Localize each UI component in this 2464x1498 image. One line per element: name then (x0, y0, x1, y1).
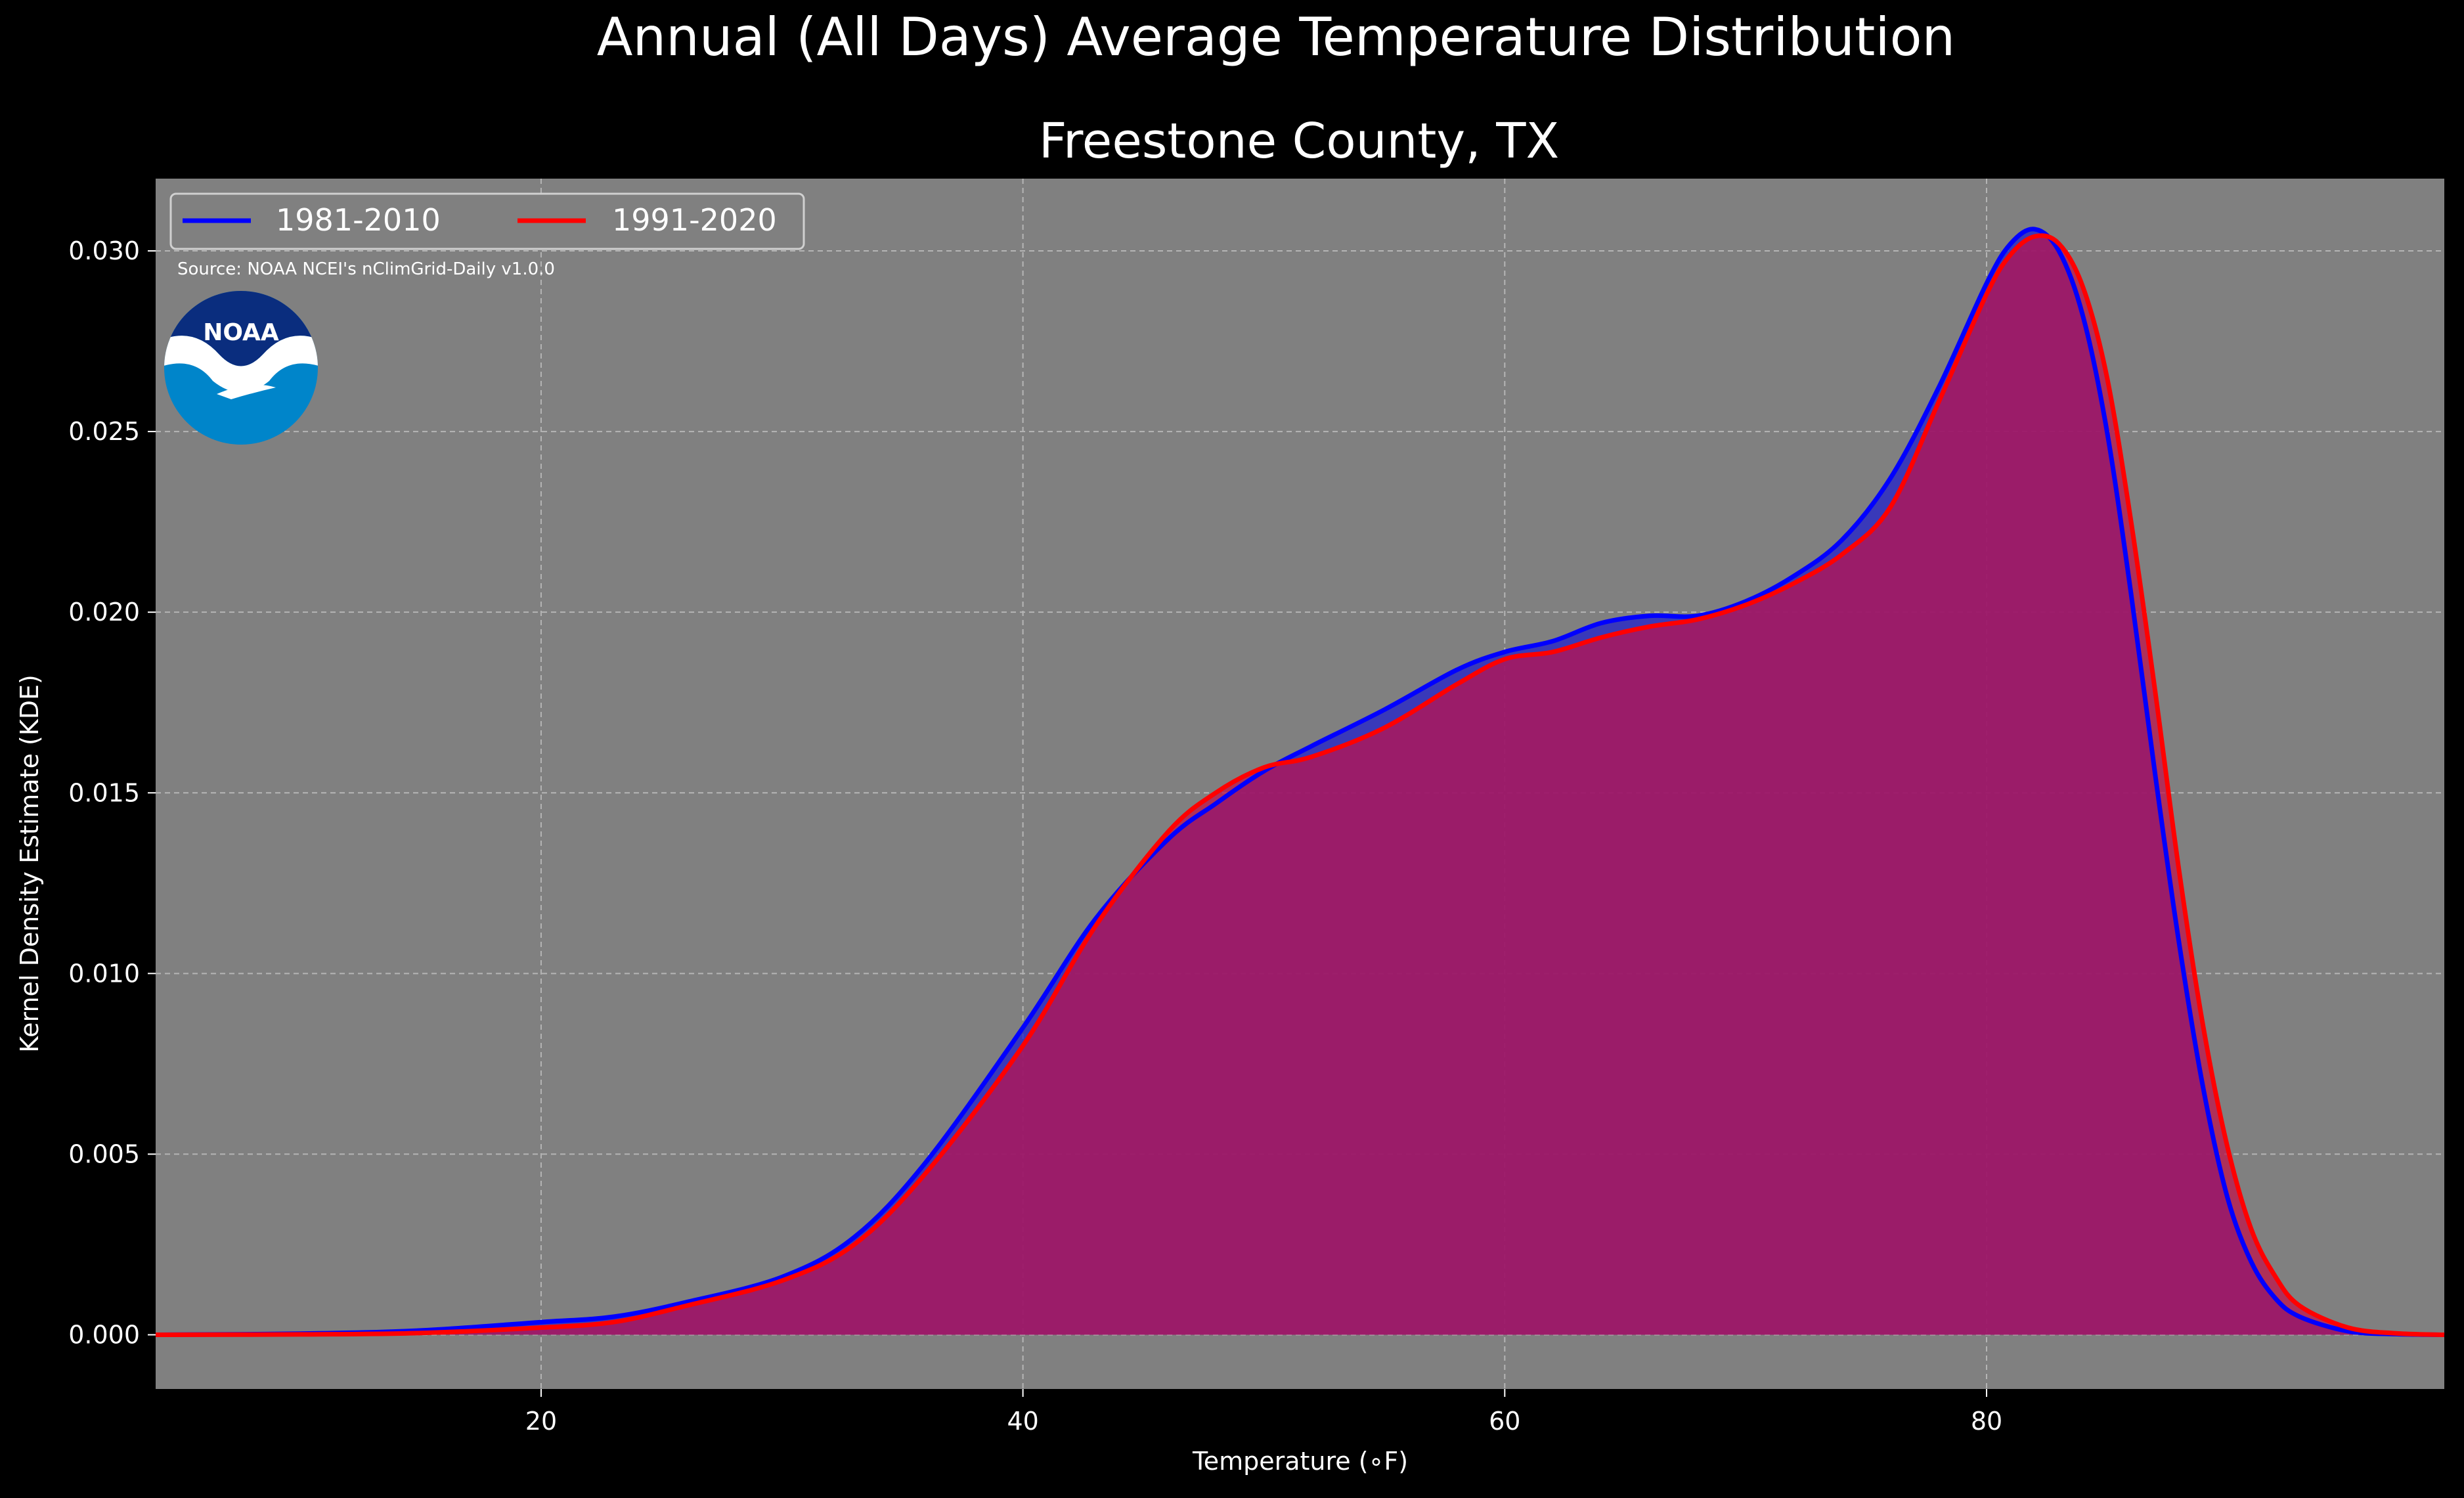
noaa-logo-top (164, 291, 318, 366)
chart-suptitle: Annual (All Days) Average Temperature Di… (597, 7, 1955, 68)
y-tick-label: 0.020 (68, 598, 140, 627)
noaa-logo-gull-icon (164, 336, 318, 393)
x-axis-label: Temperature (∘F) (1192, 1447, 1408, 1476)
legend-label-1991-2020: 1991-2020 (612, 202, 777, 238)
x-tick-label: 80 (1971, 1407, 2002, 1436)
series-1981-2010-line (155, 227, 2445, 1337)
chart-title: Freestone County, TX (1039, 113, 1559, 169)
y-axis-ticks: 0.000 0.005 0.010 0.015 0.020 0.025 0.030 (68, 236, 156, 1349)
y-tick-label: 0.025 (68, 417, 140, 446)
x-tick-label: 20 (525, 1407, 557, 1436)
series-lines (155, 227, 2445, 1337)
y-tick-label: 0.030 (68, 236, 140, 265)
y-axis-label: Kernel Density Estimate (KDE) (15, 674, 44, 1053)
legend: 1981-2010 1991-2020 (169, 192, 805, 250)
y-tick-label: 0.015 (68, 778, 140, 807)
x-tick-label: 40 (1007, 1407, 1038, 1436)
series-1991-2020-fill (156, 235, 2444, 1335)
legend-box (169, 192, 805, 250)
source-annotation: Source: NOAA NCEI's nClimGrid-Daily v1.0… (177, 259, 555, 279)
noaa-logo: NOAA (164, 291, 318, 445)
noaa-logo-wing-icon (217, 384, 276, 399)
y-tick-label: 0.010 (68, 959, 140, 988)
x-axis-ticks: 20 40 60 80 (525, 1389, 2002, 1436)
x-tick-label: 60 (1489, 1407, 1520, 1436)
y-tick-label: 0.000 (68, 1320, 140, 1349)
legend-label-1981-2010: 1981-2010 (276, 202, 441, 238)
y-tick-label: 0.005 (68, 1139, 140, 1168)
noaa-logo-text: NOAA (203, 319, 279, 346)
series-1991-2020-line (155, 233, 2445, 1337)
